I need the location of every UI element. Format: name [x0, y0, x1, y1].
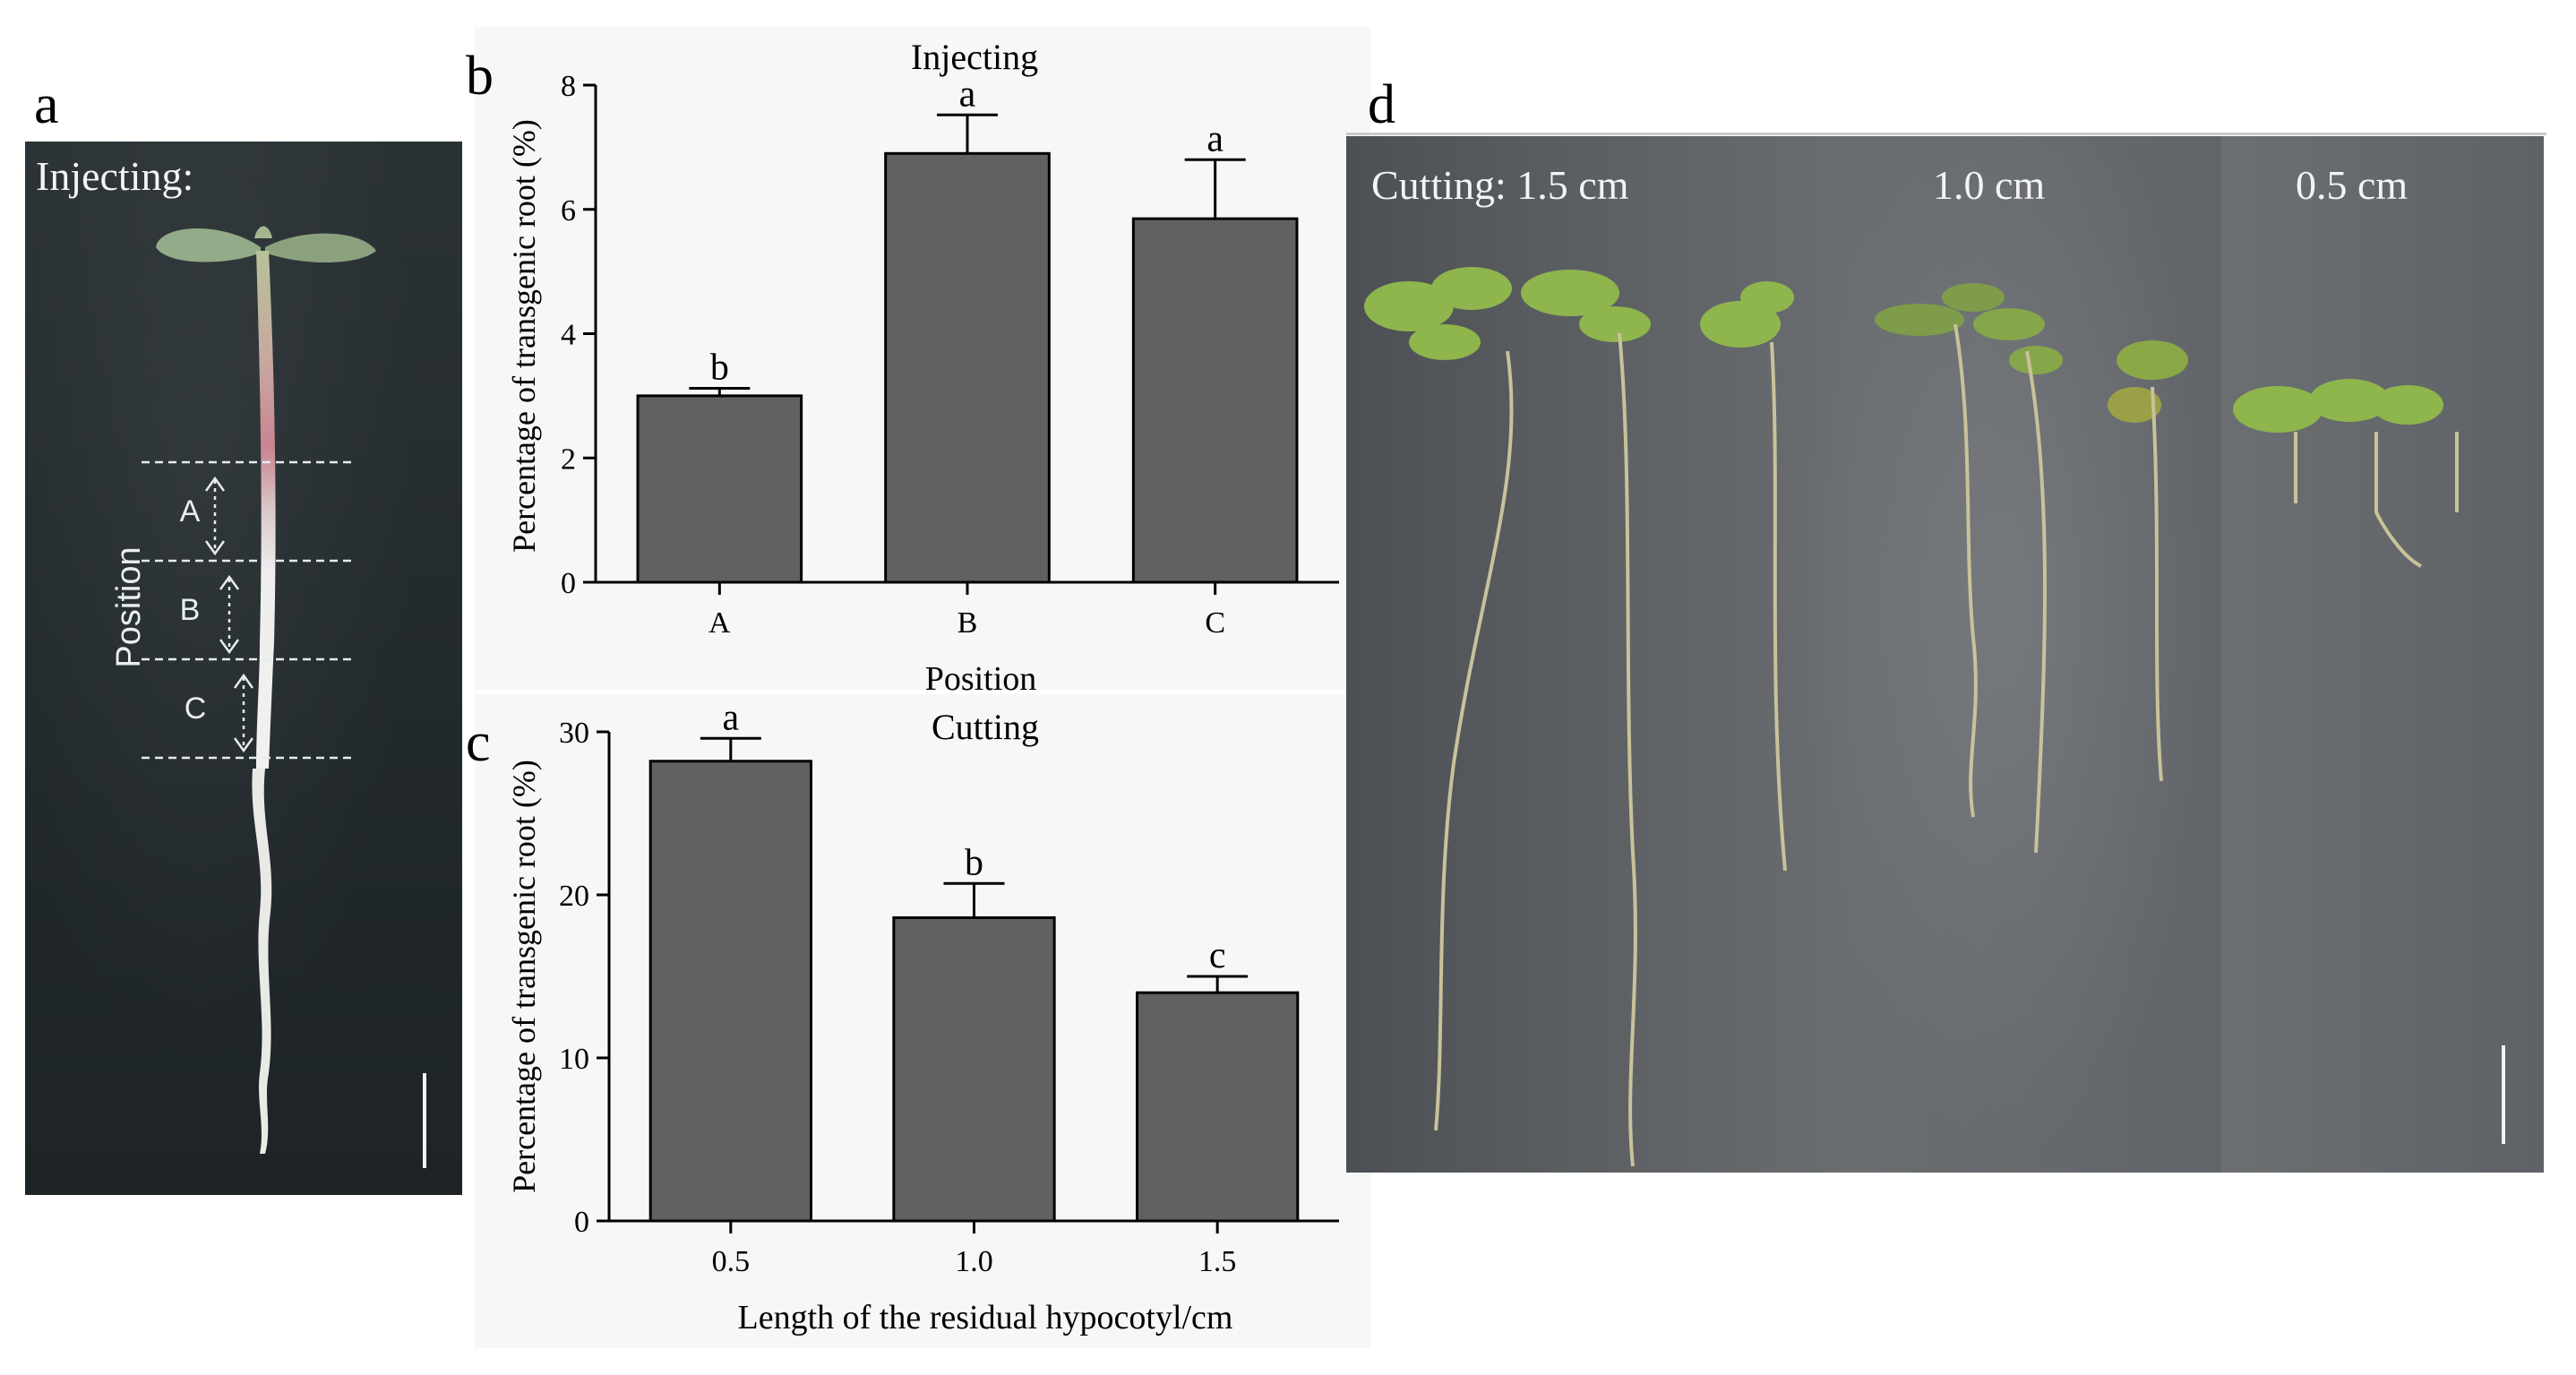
injecting-label: Injecting: — [36, 153, 194, 199]
significance-letter: b — [965, 842, 983, 883]
bar — [892, 915, 1056, 1223]
position-arrows — [204, 476, 254, 753]
y-tick-label: 6 — [561, 194, 576, 228]
cutting-label-0-5: 0.5 cm — [2296, 162, 2409, 208]
segment-label-c: C — [185, 692, 207, 726]
y-axis-label: Percentage of transgenic root (%) — [506, 760, 542, 1193]
x-tick-label: C — [1205, 606, 1225, 640]
bar — [636, 394, 803, 584]
left-cotyledon — [156, 228, 261, 262]
bar — [884, 151, 1051, 584]
chart-title: Injecting — [911, 37, 1038, 77]
y-tick-label: 0 — [561, 567, 576, 600]
significance-letter: a — [723, 697, 740, 738]
x-tick-label: 1.5 — [1198, 1245, 1237, 1278]
x-tick-label: A — [708, 606, 731, 640]
y-tick-label: 10 — [559, 1043, 589, 1076]
bar — [1131, 217, 1299, 584]
chart-b: Injecting 0 2 4 6 8 b Aa Ba C Position Percentage o… — [506, 37, 1339, 698]
significance-letter: b — [710, 348, 729, 389]
seedling-photo: Injecting: — [25, 142, 462, 1195]
panel-d-top-border — [1346, 133, 2546, 135]
y-tick-label: 0 — [574, 1206, 589, 1239]
significance-letter: a — [959, 73, 976, 115]
bar — [648, 760, 812, 1223]
x-tick-label: 0.5 — [712, 1245, 751, 1278]
hypocotyl — [256, 251, 276, 769]
x-axis-label: Length of the residual hypocotyl/cm — [738, 1299, 1233, 1336]
seedling-illustration: A B C Position — [110, 226, 426, 1168]
y-tick-label: 4 — [561, 319, 576, 352]
bar — [1136, 991, 1300, 1223]
chart-c: Cutting 0 10 20 30 a 0.5 b 1.0 c 1.5 Length of the … — [506, 697, 1339, 1336]
plants-photo: Cutting: 1.5 cm 1.0 cm 0.5 cm — [1346, 136, 2544, 1173]
x-axis-label: Position — [925, 660, 1037, 698]
panel-letter-d: d — [1368, 74, 1395, 135]
position-axis-label: Position — [110, 546, 148, 667]
cutting-label-1-0: 1.0 cm — [1933, 162, 2046, 208]
chart-title: Cutting — [932, 707, 1039, 747]
significance-letter: c — [1209, 935, 1226, 976]
y-axis-label: Percentage of transgenic root (%) — [506, 119, 542, 553]
plant-roots — [1434, 323, 2459, 1167]
y-tick-label: 20 — [559, 880, 589, 913]
right-cotyledon — [265, 233, 376, 262]
cutting-label-1-5: Cutting: 1.5 cm — [1371, 162, 1629, 208]
panel-letter-a: a — [34, 74, 59, 135]
x-tick-label: B — [957, 606, 978, 640]
x-tick-label: 1.0 — [955, 1245, 993, 1278]
y-tick-label: 8 — [561, 70, 576, 103]
panel-letter-b: b — [466, 46, 494, 107]
root — [252, 769, 272, 1154]
significance-letter: a — [1206, 118, 1224, 159]
plant-leaves — [1364, 267, 2443, 433]
y-tick-label: 2 — [561, 443, 576, 476]
segment-label-b: B — [180, 593, 201, 627]
panel-letter-c: c — [466, 712, 491, 773]
plants-illustration — [1364, 267, 2505, 1167]
segment-label-a: A — [180, 494, 201, 529]
y-tick-label: 30 — [559, 717, 589, 750]
